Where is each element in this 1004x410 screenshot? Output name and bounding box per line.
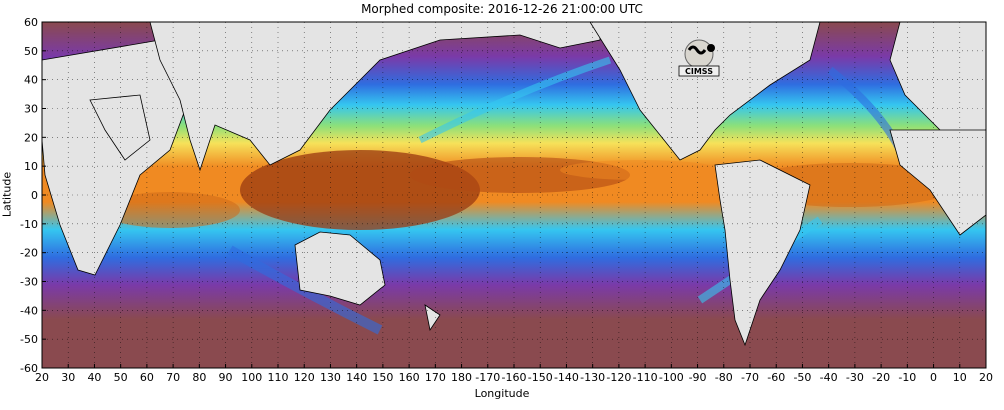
x-tick-label: 140	[346, 371, 367, 384]
y-tick-label: -40	[20, 304, 38, 317]
x-tick-label: -40	[820, 371, 838, 384]
x-tick-label: 150	[372, 371, 393, 384]
x-tick-label: -140	[554, 371, 579, 384]
arabia-land	[89, 94, 151, 161]
x-tick-label: 0	[930, 371, 937, 384]
y-tick-label: 60	[24, 16, 38, 29]
x-tick-label: 60	[140, 371, 154, 384]
x-tick-label: 110	[268, 371, 289, 384]
x-tick-label: -60	[767, 371, 785, 384]
x-tick-label: -170	[475, 371, 500, 384]
x-tick-label: -30	[846, 371, 864, 384]
land-masses	[42, 22, 986, 347]
x-tick-label: -120	[606, 371, 631, 384]
y-tick-label: 20	[24, 131, 38, 144]
x-tick-label: -80	[715, 371, 733, 384]
y-axis-ticks: 60 50 40 30 20 10 0 -10 -20 -30 -40 -50 -60	[20, 16, 46, 375]
x-tick-label: 100	[241, 371, 262, 384]
x-tick-label: -20	[872, 371, 890, 384]
y-tick-label: 0	[31, 189, 38, 202]
eurasia-land	[149, 22, 601, 172]
y-tick-label: 50	[24, 45, 38, 58]
y-tick-label: 10	[24, 160, 38, 173]
map-title: Morphed composite: 2016-12-26 21:00:00 U…	[361, 2, 643, 16]
australia-land	[294, 231, 386, 306]
x-tick-label: -160	[502, 371, 527, 384]
y-tick-label: -50	[20, 333, 38, 346]
x-tick-label: 80	[192, 371, 206, 384]
x-tick-label: -100	[659, 371, 684, 384]
north-america-land	[589, 22, 821, 161]
moisture-field	[42, 22, 986, 368]
x-axis-label: Longitude	[474, 387, 530, 400]
x-tick-label: 10	[953, 371, 967, 384]
x-tick-label: -150	[528, 371, 553, 384]
x-tick-label: 90	[219, 371, 233, 384]
y-tick-label: 40	[24, 74, 38, 87]
x-tick-label: 40	[87, 371, 101, 384]
x-tick-label: 120	[294, 371, 315, 384]
x-tick-label: 130	[320, 371, 341, 384]
new-zealand-land	[424, 304, 441, 332]
x-tick-label: -50	[793, 371, 811, 384]
x-tick-label: -110	[633, 371, 658, 384]
x-tick-label: 50	[114, 371, 128, 384]
x-tick-label: -90	[689, 371, 707, 384]
x-tick-label: 20	[35, 371, 49, 384]
x-tick-label: 160	[399, 371, 420, 384]
y-tick-label: -30	[20, 276, 38, 289]
x-tick-label: -70	[741, 371, 759, 384]
cimss-logo: CIMSS	[678, 39, 720, 77]
x-tick-label: -130	[580, 371, 605, 384]
y-tick-label: -60	[20, 362, 38, 375]
y-tick-label: -20	[20, 247, 38, 260]
west-africa-land	[889, 129, 986, 236]
x-tick-label: 70	[166, 371, 180, 384]
x-axis-ticks: 20 30 40 50 60 70 80 90 100 110 120 130 140 150 160 170…	[35, 364, 993, 384]
x-tick-label: 20	[979, 371, 993, 384]
y-tick-label: -10	[20, 218, 38, 231]
x-tick-label: 170	[425, 371, 446, 384]
x-tick-label: -10	[898, 371, 916, 384]
logo-text: CIMSS	[685, 67, 713, 76]
y-tick-label: 30	[24, 103, 38, 116]
x-tick-label: 30	[61, 371, 75, 384]
x-tick-label: 180	[451, 371, 472, 384]
